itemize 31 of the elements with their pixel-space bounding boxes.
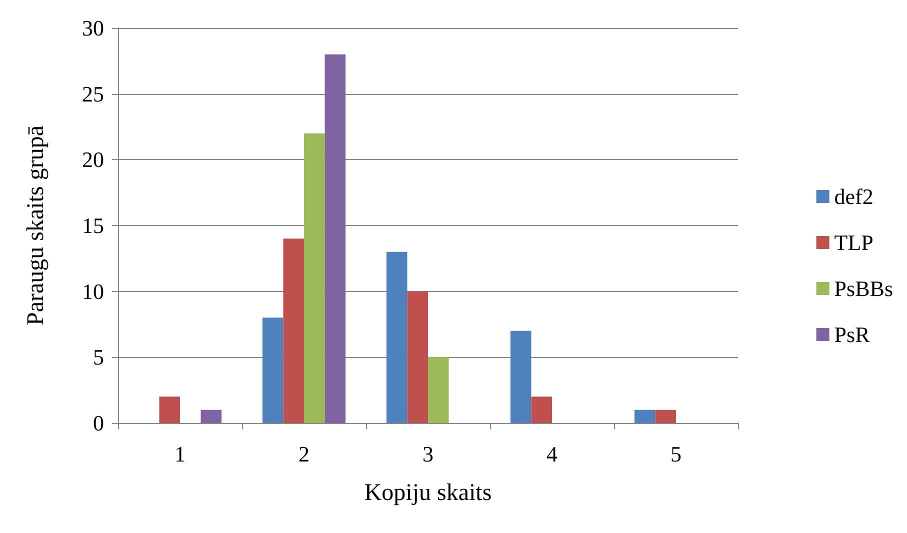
legend-label: TLP [834, 230, 874, 255]
y-tick-label: 20 [82, 147, 104, 172]
bar [262, 318, 284, 423]
bar [407, 291, 428, 423]
legend-label: def2 [834, 184, 874, 209]
x-tick-label: 3 [422, 442, 434, 466]
bar [200, 410, 222, 423]
y-tick-label: 15 [82, 213, 104, 238]
bar [324, 54, 346, 423]
x-axis-title: Kopiju skaits [364, 480, 492, 506]
legend-label: PsR [834, 322, 870, 347]
bar [428, 357, 449, 423]
bar [386, 252, 408, 423]
bar [510, 330, 532, 423]
y-tick-label: 0 [93, 410, 104, 436]
x-tick-label: 2 [298, 442, 310, 466]
legend-label: PsBBs [834, 276, 894, 301]
x-tick-label: 4 [546, 442, 558, 466]
bar [634, 410, 656, 423]
y-axis-title: Paraugu skaits grupā [23, 125, 49, 326]
x-tick-label: 5 [670, 442, 682, 466]
bar [283, 238, 304, 423]
bar [655, 410, 676, 423]
bar [159, 396, 180, 423]
y-tick-label: 30 [82, 16, 104, 40]
y-tick-label: 5 [93, 344, 104, 370]
y-tick-label: 25 [82, 81, 104, 106]
y-tick-label: 10 [82, 278, 104, 304]
bar [531, 396, 552, 423]
bar [304, 133, 325, 423]
x-tick-label: 1 [174, 442, 186, 466]
